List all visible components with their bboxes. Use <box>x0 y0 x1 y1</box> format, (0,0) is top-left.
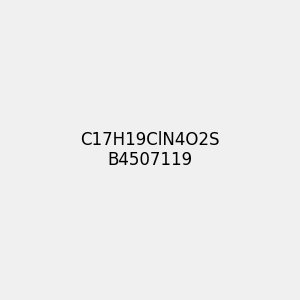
Text: C17H19ClN4O2S
B4507119: C17H19ClN4O2S B4507119 <box>80 130 220 170</box>
